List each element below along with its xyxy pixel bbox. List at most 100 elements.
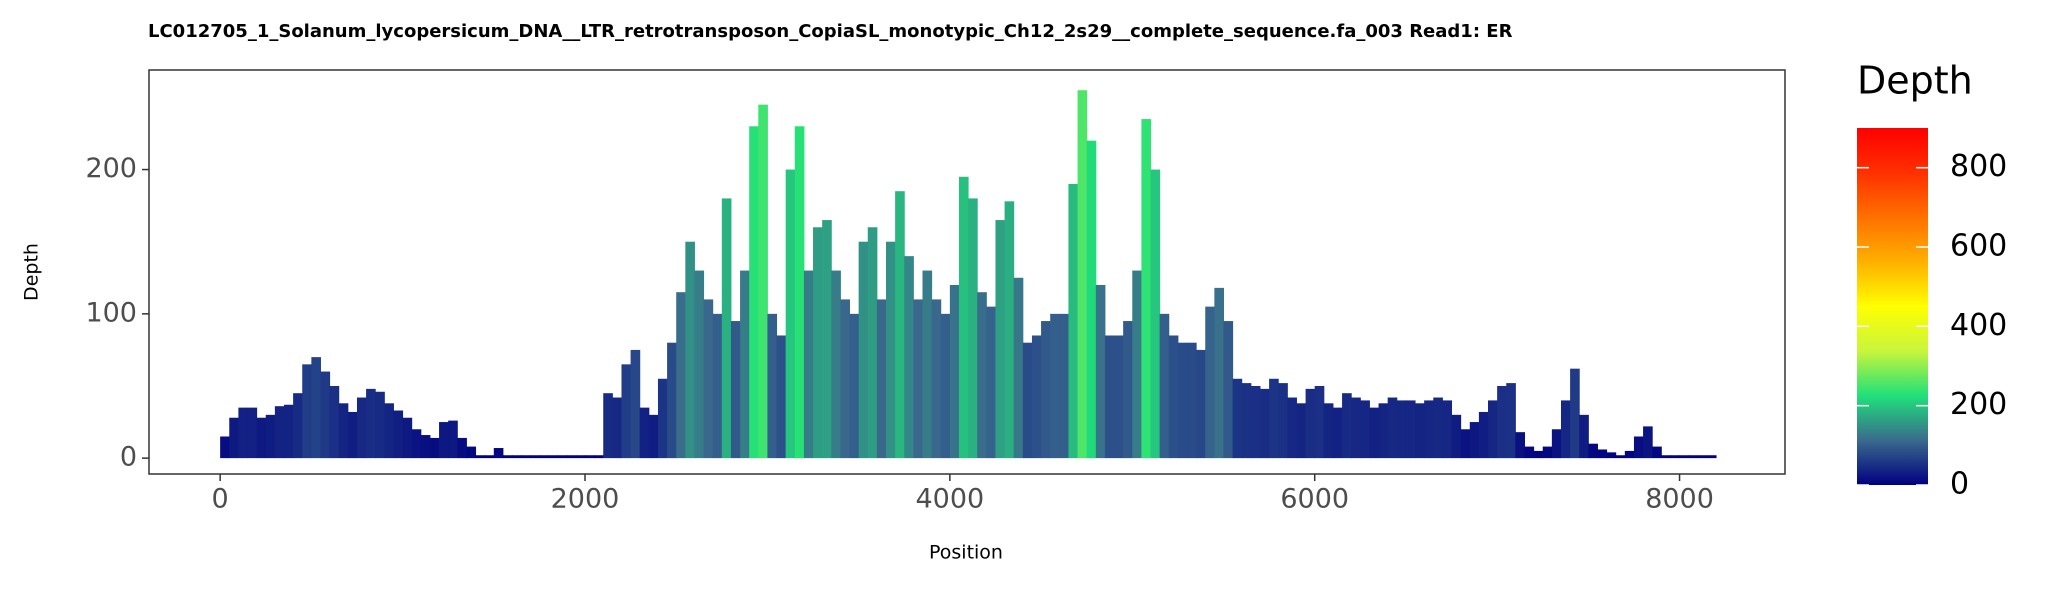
depth-bar xyxy=(484,455,495,459)
depth-bar xyxy=(1351,397,1361,459)
depth-bar xyxy=(621,364,632,459)
depth-bar xyxy=(858,241,869,459)
depth-bar xyxy=(220,436,230,459)
depth-bar xyxy=(502,455,513,459)
depth-bar xyxy=(1223,321,1234,459)
depth-bar xyxy=(876,299,887,459)
depth-bar xyxy=(1132,270,1142,459)
depth-bar xyxy=(1433,397,1443,459)
depth-bar xyxy=(1697,455,1708,459)
depth-bar xyxy=(1588,443,1598,459)
depth-bar xyxy=(1159,313,1170,459)
depth-bar xyxy=(813,227,823,459)
depth-bar xyxy=(1661,455,1671,459)
depth-bar xyxy=(1469,422,1480,459)
depth-bar xyxy=(356,397,367,459)
x-tick-label: 8000 xyxy=(1645,484,1714,515)
y-axis-title: Depth xyxy=(21,243,43,301)
x-tick-label: 4000 xyxy=(915,484,984,515)
depth-bar xyxy=(1415,403,1425,459)
depth-bar xyxy=(448,420,458,459)
depth-bar xyxy=(1597,449,1608,459)
depth-bar xyxy=(1141,119,1152,459)
depth-bar xyxy=(283,404,294,459)
depth-bar xyxy=(466,446,477,459)
depth-bar xyxy=(439,422,449,459)
x-tick-label: 0 xyxy=(212,484,229,515)
colorbar-tick-label: 600 xyxy=(1950,229,2007,264)
depth-bar xyxy=(1524,446,1535,459)
depth-bar xyxy=(676,292,686,459)
colorbar-title: Depth xyxy=(1857,59,1973,103)
depth-bar xyxy=(1615,455,1626,459)
depth-bar xyxy=(238,407,249,459)
depth-bar xyxy=(1533,450,1544,459)
depth-bar xyxy=(1305,388,1316,459)
depth-bar xyxy=(329,385,340,459)
depth-bar xyxy=(1378,403,1389,459)
depth-bar xyxy=(977,292,987,459)
depth-bar xyxy=(1114,335,1124,459)
depth-bar xyxy=(776,335,787,459)
depth-bar xyxy=(1250,385,1261,459)
depth-bar xyxy=(1104,335,1115,459)
depth-bar xyxy=(968,198,978,459)
depth-bar xyxy=(475,455,486,459)
depth-bar xyxy=(1488,400,1498,459)
depth-bar xyxy=(402,417,413,459)
depth-bar xyxy=(958,176,969,459)
depth-bar xyxy=(703,299,714,459)
depth-bar xyxy=(949,284,960,459)
depth-bar xyxy=(1077,90,1088,459)
depth-bar xyxy=(612,397,622,459)
depth-bar xyxy=(1506,383,1516,459)
depth-bar xyxy=(1424,400,1434,459)
depth-bar xyxy=(1086,140,1097,459)
depth-bar xyxy=(493,448,504,459)
depth-bar xyxy=(512,455,522,459)
depth-bar xyxy=(1205,306,1215,459)
depth-bar xyxy=(849,313,860,459)
depth-bar xyxy=(1679,455,1690,459)
depth-bar xyxy=(1579,414,1589,459)
y-tick-label: 200 xyxy=(85,153,137,184)
depth-bar xyxy=(1187,342,1197,459)
depth-bar xyxy=(256,417,267,459)
depth-bar xyxy=(1442,400,1453,459)
colorbar-tick-label: 200 xyxy=(1950,387,2007,422)
depth-bar xyxy=(247,407,258,459)
depth-bar xyxy=(548,455,559,459)
depth-bar xyxy=(584,455,595,459)
depth-bar xyxy=(311,357,321,459)
depth-bar xyxy=(1670,455,1681,459)
depth-bar xyxy=(831,270,841,459)
depth-bar xyxy=(594,455,604,459)
depth-bar xyxy=(685,241,695,459)
depth-bar xyxy=(1278,383,1288,459)
depth-bar xyxy=(712,313,723,459)
depth-bar xyxy=(429,437,440,459)
depth-bar xyxy=(657,378,668,459)
depth-bar xyxy=(1633,436,1644,459)
depth-bar xyxy=(1405,400,1416,459)
depth-bar xyxy=(667,342,677,459)
depth-bar xyxy=(575,455,586,459)
depth-bar xyxy=(1232,378,1243,459)
depth-bar xyxy=(995,220,1006,459)
depth-bar xyxy=(375,391,385,459)
depth-bar xyxy=(1342,393,1352,459)
depth-bar xyxy=(867,227,878,459)
depth-bar xyxy=(1560,400,1571,459)
depth-bar xyxy=(1013,277,1024,459)
colorbar-tick-label: 400 xyxy=(1950,308,2007,343)
depth-bar xyxy=(347,411,358,459)
depth-bar xyxy=(639,407,650,459)
depth-bar xyxy=(1031,335,1042,459)
depth-bar xyxy=(721,198,732,459)
depth-bar xyxy=(913,299,923,459)
depth-bar xyxy=(1123,321,1133,459)
depth-bar xyxy=(1259,388,1270,459)
depth-bar xyxy=(922,270,933,459)
depth-bar xyxy=(840,299,851,459)
